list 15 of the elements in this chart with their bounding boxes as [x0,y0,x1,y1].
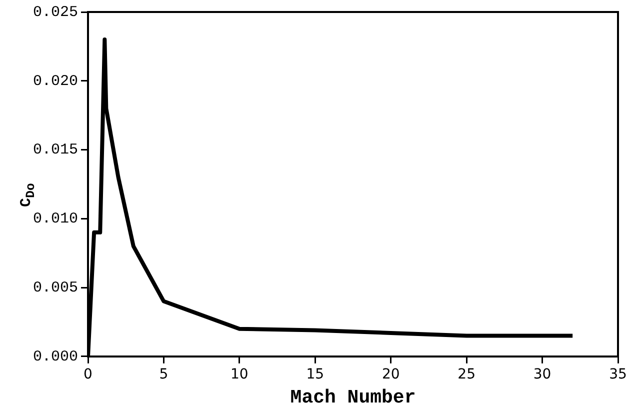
y-tick-label: 0.020 [32,72,78,90]
y-tick-label: 0.010 [32,210,78,228]
y-tick-label: 0.015 [32,142,78,159]
x-tick-label: 10 [230,366,248,382]
x-tick-label: 20 [382,366,400,382]
x-tick-label: 25 [458,366,476,382]
x-tick-label: 5 [159,366,168,382]
x-tick-label: 15 [306,366,324,382]
y-tick-label: 0.025 [32,4,78,21]
x-tick-label: 30 [533,366,552,382]
y-tick-label: 0.005 [32,279,78,296]
y-tick-label: 0.000 [32,348,78,366]
x-tick-label: 35 [609,366,627,382]
x-tick-label: 0 [84,366,92,382]
x-axis-title: Mach Number [290,386,416,408]
